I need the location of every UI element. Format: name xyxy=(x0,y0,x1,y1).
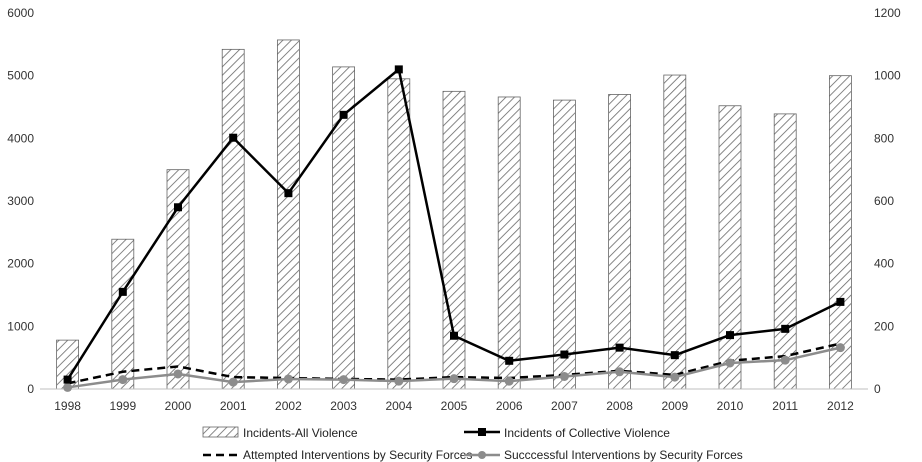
y-left-tick-label: 3000 xyxy=(7,194,34,208)
line-attempted xyxy=(67,342,841,385)
point-collective xyxy=(726,331,734,340)
bar-all-violence xyxy=(276,39,300,390)
bar-all-violence xyxy=(497,96,521,390)
point-collective xyxy=(505,356,514,365)
point-successful xyxy=(670,372,680,382)
y-right-tick-label: 1200 xyxy=(874,6,901,20)
point-successful xyxy=(835,343,845,353)
x-tick-label: 1998 xyxy=(54,399,81,413)
x-tick-label: 2009 xyxy=(661,399,688,413)
bar-all-violence xyxy=(773,113,797,390)
right-axis: 0 200 400 600 800 1000 1200 xyxy=(874,6,901,396)
y-right-tick-label: 0 xyxy=(874,382,881,396)
bar-all-violence xyxy=(829,75,852,390)
y-right-tick-label: 400 xyxy=(874,257,894,271)
point-collective xyxy=(450,331,458,340)
legend-marker-collective xyxy=(478,428,486,436)
x-tick-label: 2010 xyxy=(717,399,744,413)
bar-series xyxy=(56,39,852,390)
point-successful xyxy=(283,374,293,384)
y-right-tick-label: 200 xyxy=(874,319,894,333)
legend-marker-successful xyxy=(478,451,486,459)
point-successful xyxy=(228,377,238,387)
point-collective xyxy=(670,351,679,360)
x-tick-label: 2007 xyxy=(551,399,578,413)
point-successful xyxy=(173,369,183,379)
bar-all-violence xyxy=(442,90,466,390)
legend-label-all-violence: Incidents-All Violence xyxy=(243,426,358,440)
bar-all-violence xyxy=(387,78,411,390)
x-tick-label: 2012 xyxy=(827,399,854,413)
point-collective xyxy=(63,375,72,384)
x-tick-label: 2005 xyxy=(441,399,468,413)
legend-label-collective: Incidents of Collective Violence xyxy=(504,426,670,440)
point-collective xyxy=(174,203,182,212)
bar-all-violence xyxy=(221,48,245,390)
x-tick-label: 2001 xyxy=(220,399,247,413)
y-left-tick-label: 1000 xyxy=(7,319,34,333)
y-left-tick-label: 6000 xyxy=(7,6,34,20)
y-right-tick-label: 1000 xyxy=(874,69,901,83)
bar-all-violence xyxy=(553,99,576,390)
legend-swatch-all-violence xyxy=(202,426,239,438)
x-tick-label: 2006 xyxy=(496,399,523,413)
y-right-tick-label: 800 xyxy=(874,131,894,145)
point-successful xyxy=(394,376,404,386)
legend: Incidents-All Violence Incidents of Coll… xyxy=(202,426,743,462)
point-successful xyxy=(118,375,128,385)
legend-label-successful: Succcessful Interventions by Security Fo… xyxy=(504,448,743,462)
point-successful xyxy=(63,382,73,392)
x-tick-label: 2000 xyxy=(165,399,192,413)
point-collective xyxy=(781,324,790,333)
left-axis: 0 1000 2000 3000 4000 5000 6000 xyxy=(7,6,34,396)
line-series xyxy=(63,65,845,392)
point-collective xyxy=(118,287,127,296)
point-successful xyxy=(780,355,790,365)
point-successful xyxy=(449,374,459,384)
point-collective xyxy=(836,297,845,306)
x-tick-label: 1999 xyxy=(109,399,136,413)
point-successful xyxy=(725,358,735,368)
point-successful xyxy=(339,375,349,385)
point-collective xyxy=(284,189,293,198)
point-successful xyxy=(504,376,514,386)
bar-all-violence xyxy=(166,169,190,390)
x-tick-label: 2011 xyxy=(772,399,798,413)
x-tick-label: 2004 xyxy=(385,399,412,413)
bar-all-violence xyxy=(663,74,687,390)
legend-label-attempted: Attempted Interventions by Security Forc… xyxy=(243,448,472,462)
point-successful xyxy=(615,367,625,377)
x-axis: 1998 1999 2000 2001 2002 2003 2004 2005 2006 2007… xyxy=(54,399,854,413)
bar-all-violence xyxy=(111,238,135,390)
y-left-tick-label: 5000 xyxy=(7,69,34,83)
y-left-tick-label: 0 xyxy=(27,382,34,396)
point-collective xyxy=(394,65,403,74)
point-collective xyxy=(229,133,238,142)
bar-all-violence xyxy=(718,105,742,390)
x-tick-label: 2008 xyxy=(606,399,633,413)
point-collective xyxy=(560,350,569,359)
x-tick-label: 2002 xyxy=(275,399,302,413)
point-collective xyxy=(339,110,348,119)
x-tick-label: 2003 xyxy=(330,399,357,413)
point-successful xyxy=(559,371,569,381)
y-right-tick-label: 600 xyxy=(874,194,894,208)
point-collective xyxy=(615,343,624,352)
y-left-tick-label: 4000 xyxy=(7,131,34,145)
y-left-tick-label: 2000 xyxy=(7,257,34,271)
